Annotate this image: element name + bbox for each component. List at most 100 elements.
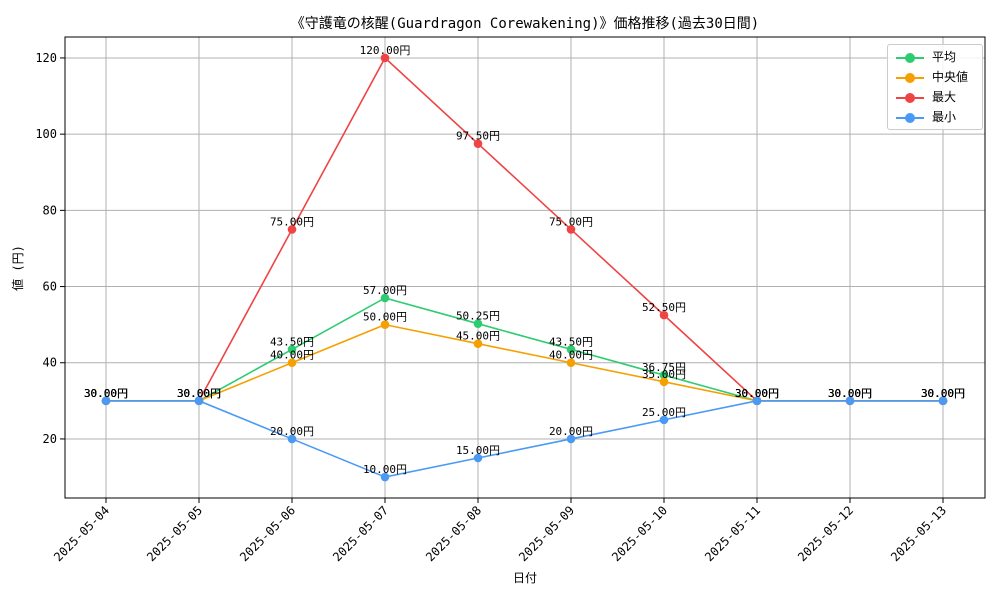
series-line-0 bbox=[106, 297, 943, 402]
y-tick-label: 20 bbox=[43, 432, 57, 446]
legend-marker-median bbox=[905, 73, 915, 83]
legend-item-mean: 平均 bbox=[888, 47, 982, 67]
data-label-1: 40.00円 bbox=[270, 349, 314, 362]
data-point-3 bbox=[194, 396, 204, 406]
x-tick-label: 2025-05-08 bbox=[423, 503, 484, 564]
data-label-3: 20.00円 bbox=[549, 425, 593, 438]
data-label-3: 30.00円 bbox=[84, 387, 128, 400]
data-point-2 bbox=[287, 225, 297, 234]
data-label-1: 30.00円 bbox=[921, 387, 965, 400]
data-point-3 bbox=[473, 453, 483, 463]
data-point-3 bbox=[380, 472, 390, 482]
legend-item-max: 最大 bbox=[888, 87, 982, 107]
data-point-2 bbox=[566, 225, 576, 234]
data-label-1: 30.00円 bbox=[735, 387, 779, 400]
data-label-3: 30.00円 bbox=[828, 387, 872, 400]
data-label-3: 10.00円 bbox=[363, 463, 407, 476]
data-label-1: 35.00円 bbox=[642, 368, 686, 381]
data-label-0: 30.00円 bbox=[735, 387, 779, 400]
data-point-0 bbox=[380, 293, 390, 303]
data-label-2: 30.00円 bbox=[84, 387, 128, 400]
x-axis-label: 日付 bbox=[513, 571, 537, 585]
x-tick-label: 2025-05-06 bbox=[237, 503, 298, 564]
data-point-1 bbox=[659, 377, 669, 387]
data-label-3: 30.00円 bbox=[735, 387, 779, 400]
x-tick-label: 2025-05-10 bbox=[609, 503, 670, 564]
legend-marker-mean bbox=[905, 53, 915, 63]
x-tick-label: 2025-05-11 bbox=[702, 503, 763, 564]
data-point-0 bbox=[659, 370, 669, 380]
data-label-1: 40.00円 bbox=[549, 349, 593, 362]
legend-item-median: 中央値 bbox=[888, 67, 982, 87]
x-tick-label: 2025-05-05 bbox=[144, 503, 205, 564]
plot-frame bbox=[64, 36, 986, 499]
data-label-0: 36.75円 bbox=[642, 361, 686, 374]
legend-label-max: 最大 bbox=[932, 90, 957, 104]
x-tick-label: 2025-05-07 bbox=[330, 503, 391, 564]
data-label-2: 30.00円 bbox=[921, 387, 965, 400]
data-point-2 bbox=[380, 53, 390, 63]
data-point-1 bbox=[566, 358, 576, 368]
data-label-3: 25.00円 bbox=[642, 406, 686, 419]
y-tick-label: 80 bbox=[43, 203, 57, 217]
data-point-3 bbox=[752, 396, 762, 406]
data-point-3 bbox=[566, 434, 576, 444]
data-point-0 bbox=[473, 319, 483, 328]
data-label-3: 30.00円 bbox=[177, 387, 221, 400]
data-labels-layer: 30.00円 30.00円 43.50円 57.00円 50.25円 43.50円 36.7… bbox=[84, 44, 965, 476]
data-label-2: 120.00円 bbox=[360, 44, 411, 57]
grid-lines bbox=[65, 37, 985, 498]
data-label-0: 30.00円 bbox=[921, 387, 965, 400]
data-point-2 bbox=[659, 310, 669, 320]
axis-ticks: 2025-05-04 2025-05-05 2025-05-06 2025-05-07… bbox=[35, 51, 949, 564]
data-point-3 bbox=[101, 396, 111, 406]
data-label-0: 50.25円 bbox=[456, 310, 500, 323]
legend-item-min: 最小 bbox=[888, 107, 982, 127]
legend-label-median: 中央値 bbox=[932, 70, 969, 84]
data-label-0: 30.00円 bbox=[828, 387, 872, 400]
series-line-2 bbox=[106, 56, 943, 402]
data-point-3 bbox=[938, 396, 948, 406]
series-layer bbox=[101, 53, 948, 482]
data-label-2: 97.50円 bbox=[456, 130, 500, 143]
data-label-0: 43.50円 bbox=[549, 335, 593, 348]
series-line-3 bbox=[106, 400, 943, 478]
legend-marker-min bbox=[905, 113, 915, 123]
data-label-0: 30.00円 bbox=[84, 387, 128, 400]
data-label-3: 20.00円 bbox=[270, 425, 314, 438]
data-point-1 bbox=[473, 339, 483, 348]
data-point-3 bbox=[287, 434, 297, 444]
data-point-1 bbox=[380, 320, 390, 329]
data-label-0: 30.00円 bbox=[177, 387, 221, 400]
chart-title: 《守護竜の核醒(Guardragon Corewakening)》価格推移(過去… bbox=[291, 15, 759, 32]
y-tick-label: 40 bbox=[43, 356, 57, 370]
legend-marker-max bbox=[905, 93, 915, 103]
data-label-2: 75.00円 bbox=[270, 215, 314, 228]
data-label-2: 30.00円 bbox=[735, 387, 779, 400]
y-tick-label: 100 bbox=[35, 127, 57, 141]
data-label-0: 43.50円 bbox=[270, 335, 314, 348]
x-tick-label: 2025-05-13 bbox=[888, 503, 949, 564]
x-tick-label: 2025-05-09 bbox=[516, 503, 577, 564]
data-point-3 bbox=[845, 396, 855, 406]
data-point-3 bbox=[659, 415, 669, 425]
data-point-0 bbox=[566, 345, 576, 354]
data-point-0 bbox=[287, 345, 297, 354]
data-label-1: 30.00円 bbox=[177, 387, 221, 400]
x-tick-label: 2025-05-04 bbox=[51, 503, 112, 564]
x-tick-label: 2025-05-12 bbox=[795, 503, 856, 564]
legend-label-mean: 平均 bbox=[932, 50, 957, 64]
data-label-1: 50.00円 bbox=[363, 311, 407, 324]
data-label-2: 30.00円 bbox=[177, 387, 221, 400]
legend-label-min: 最小 bbox=[932, 110, 957, 124]
data-label-2: 52.50円 bbox=[642, 301, 686, 314]
data-label-1: 30.00円 bbox=[84, 387, 128, 400]
y-axis-label: 値 (円) bbox=[10, 245, 25, 291]
data-label-2: 75.00円 bbox=[549, 215, 593, 228]
data-label-0: 57.00円 bbox=[363, 284, 407, 297]
data-label-2: 30.00円 bbox=[828, 387, 872, 400]
data-label-3: 15.00円 bbox=[456, 444, 500, 457]
data-label-1: 30.00円 bbox=[828, 387, 872, 400]
data-label-3: 30.00円 bbox=[921, 387, 965, 400]
